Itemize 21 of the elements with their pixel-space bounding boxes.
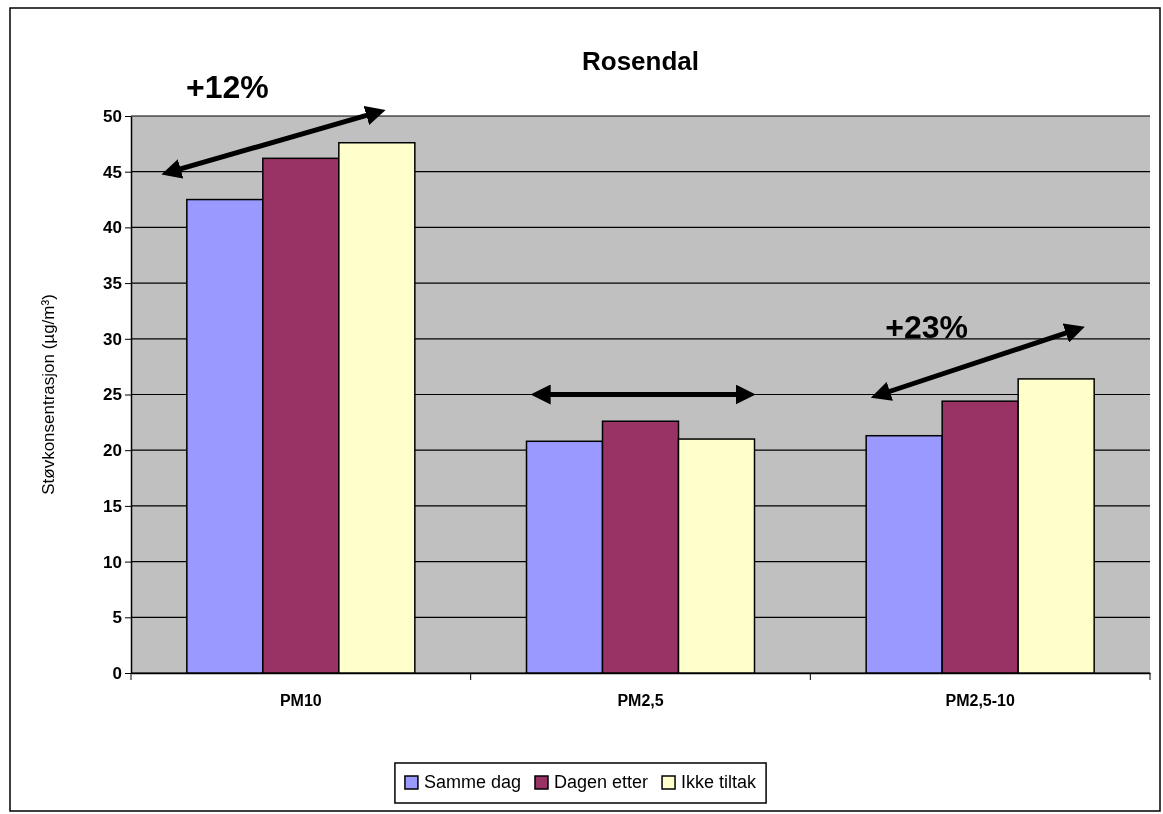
legend-label: Ikke tiltak [681, 772, 758, 792]
annotation: +23% [885, 309, 969, 345]
text: +12% [186, 69, 269, 105]
x-tick-label: PM2,5 [617, 692, 664, 710]
y-tick-label: 20 [103, 441, 122, 461]
y-tick-label: 10 [103, 552, 122, 572]
y-tick-label: 5 [112, 608, 122, 628]
x-tick-label: PM2,5-10 [945, 692, 1015, 710]
y-tick-label: 0 [112, 663, 122, 683]
chart-title: Rosendal [581, 46, 700, 76]
y-tick-label: 40 [103, 218, 122, 238]
y-tick-label: 45 [103, 162, 122, 182]
y-axis-title: Støvkonsentrasjon (µg/m³) [39, 294, 58, 495]
x-tick-label: PM10 [279, 692, 322, 710]
y-tick-label: 30 [103, 329, 122, 349]
y-tick-label: 35 [103, 274, 122, 294]
y-tick-label: 25 [103, 385, 122, 405]
legend-label: Samme dag [423, 772, 521, 792]
legend-label: Dagen etter [553, 772, 649, 792]
y-tick-label: 50 [103, 106, 122, 126]
y-tick-label: 15 [103, 496, 122, 516]
